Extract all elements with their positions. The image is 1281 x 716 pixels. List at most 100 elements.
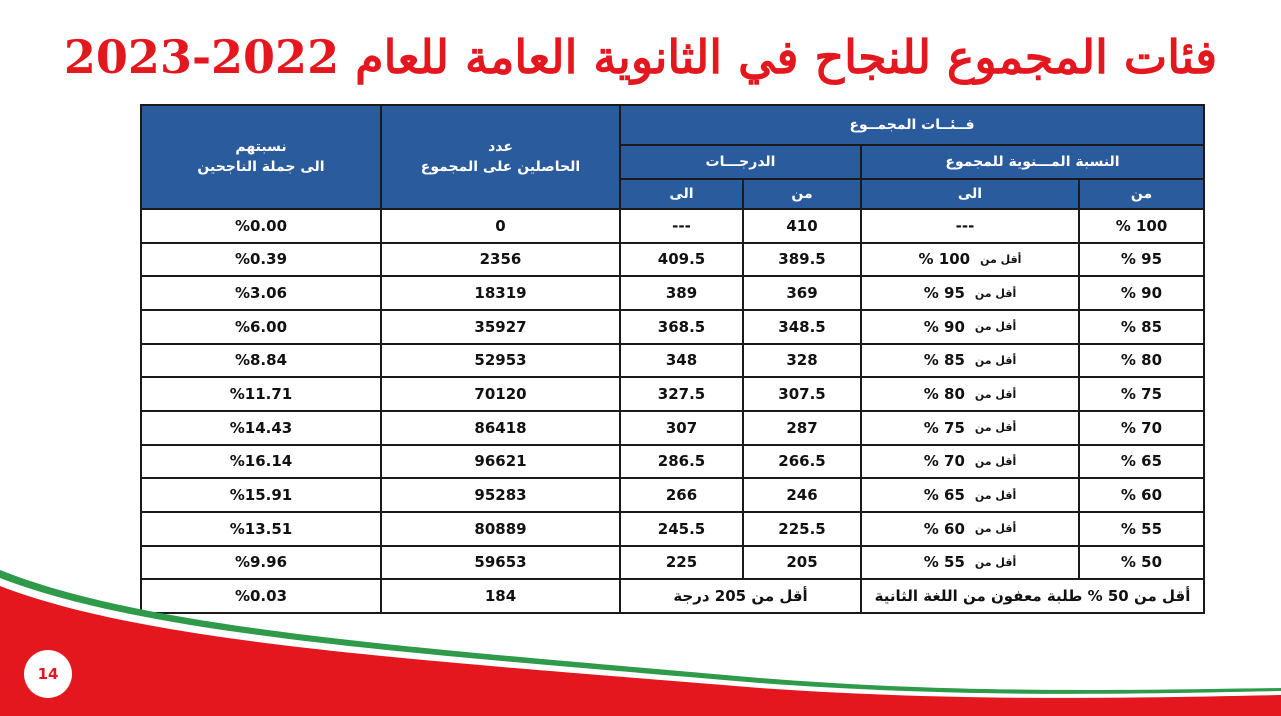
percent-to-cell: % 65 أقل من: [860, 477, 1080, 513]
percent-from-cell: % 50: [1078, 544, 1205, 581]
percent-to-qualifier: أقل من: [974, 522, 1017, 536]
percent-to-value: % 100: [918, 250, 971, 269]
percent-to-cell: % 80 أقل من: [860, 376, 1080, 412]
score-categories-table: نسبتهم الى جملة الناجحين عدد الحاصلين عل…: [140, 104, 1205, 614]
table-row: %15.91 95283 266 246 % 65 أقل من % 60: [140, 477, 1205, 513]
count-cell: 86418: [380, 409, 621, 446]
header-percent-from: من: [1078, 178, 1205, 210]
header-ratio-line2: الى جملة الناجحين: [197, 159, 325, 175]
header-ratio: نسبتهم الى جملة الناجحين: [140, 104, 382, 210]
score-from-cell: 369: [742, 275, 862, 311]
percent-to-cell: % 85 أقل من: [860, 342, 1080, 379]
count-cell: 96621: [380, 443, 621, 480]
score-to-cell: 225: [619, 544, 744, 581]
percent-to-value: % 90: [923, 317, 965, 336]
count-cell: 59653: [380, 544, 621, 581]
percent-from-cell: % 70: [1078, 409, 1205, 446]
ratio-cell: %15.91: [140, 477, 382, 513]
table-row: %16.14 96621 286.5 266.5 % 70 أقل من % 65: [140, 443, 1205, 480]
score-from-cell: 225.5: [742, 510, 862, 547]
header-percent-to: الى: [860, 178, 1080, 210]
ratio-cell: %0.39: [140, 241, 382, 278]
page-title: فئات المجموع للنجاح في الثانوية العامة ل…: [63, 30, 1218, 84]
header-ratio-line1: نسبتهم: [235, 139, 287, 155]
score-to-cell: 245.5: [619, 510, 744, 547]
ratio-cell: %0.03: [140, 578, 382, 614]
percent-to-cell: % 90 أقل من: [860, 308, 1080, 345]
percent-to-qualifier: أقل من: [974, 555, 1017, 569]
percent-to-value: % 70: [923, 452, 965, 471]
header-scores: الدرجـــات: [619, 144, 862, 180]
percent-from-cell: % 60: [1078, 477, 1205, 513]
score-to-cell: 307: [619, 409, 744, 446]
score-to-cell: 409.5: [619, 241, 744, 278]
score-to-cell: 286.5: [619, 443, 744, 480]
ratio-cell: %0.00: [140, 208, 382, 244]
percent-to-value: % 95: [923, 284, 965, 303]
score-to-cell: 348: [619, 342, 744, 379]
ratio-cell: %8.84: [140, 342, 382, 379]
percent-to-qualifier: أقل من: [974, 387, 1017, 401]
decorative-bottom-band: [0, 570, 1281, 716]
table-row: %6.00 35927 368.5 348.5 % 90 أقل من % 85: [140, 308, 1205, 345]
score-from-cell: 287: [742, 409, 862, 446]
header-percent: النسبة المـــنوية للمجموع: [860, 144, 1205, 180]
percent-to-value: % 75: [923, 418, 965, 437]
score-from-cell: 246: [742, 477, 862, 513]
score-from-cell: 410: [742, 208, 862, 244]
percent-to-cell: % 60 أقل من: [860, 510, 1080, 547]
ratio-cell: %9.96: [140, 544, 382, 581]
count-cell: 18319: [380, 275, 621, 311]
percent-to-qualifier: أقل من: [974, 454, 1017, 468]
percent-to-qualifier: أقل من: [974, 320, 1017, 334]
percent-to-cell: % 55 أقل من: [860, 544, 1080, 581]
ratio-cell: %13.51: [140, 510, 382, 547]
percent-note-cell: أقل من 50 % طلبة معفون من اللغة الثانية: [860, 578, 1205, 614]
percent-to-cell: % 70 أقل من: [860, 443, 1080, 480]
percent-to-cell: % 75 أقل من: [860, 409, 1080, 446]
header-count: عدد الحاصلين على المجموع: [380, 104, 621, 210]
header-categories: فــئــات المجمــوع: [619, 104, 1205, 146]
page-number: 14: [24, 650, 72, 698]
score-from-cell: 205: [742, 544, 862, 581]
score-from-cell: 348.5: [742, 308, 862, 345]
percent-from-cell: % 85: [1078, 308, 1205, 345]
table-body: %0.00 0 --- 410 ---% 100 %0.39 2356 409.5 389.5%…: [140, 208, 1205, 614]
percent-to-value: ---: [955, 216, 975, 235]
count-cell: 35927: [380, 308, 621, 345]
score-to-cell: 327.5: [619, 376, 744, 412]
percent-to-qualifier: أقل من: [974, 353, 1017, 367]
header-scores-from: من: [742, 178, 862, 210]
percent-to-value: % 85: [923, 351, 965, 370]
red-band: [0, 586, 1281, 716]
percent-to-cell: % 95 أقل من: [860, 275, 1080, 311]
score-from-cell: 389.5: [742, 241, 862, 278]
percent-to-qualifier: أقل من: [974, 421, 1017, 435]
count-cell: 2356: [380, 241, 621, 278]
table-row: %0.00 0 --- 410 ---% 100: [140, 208, 1205, 244]
percent-from-cell: % 80: [1078, 342, 1205, 379]
table-row: %11.71 70120 327.5 307.5 % 80 أقل من % 75: [140, 376, 1205, 412]
percent-from-cell: % 100: [1078, 208, 1205, 244]
header-count-line1: عدد: [488, 139, 513, 155]
percent-to-cell: ---: [860, 208, 1080, 244]
percent-from-cell: % 55: [1078, 510, 1205, 547]
table-header: نسبتهم الى جملة الناجحين عدد الحاصلين عل…: [140, 104, 1205, 210]
percent-to-qualifier: أقل من: [974, 286, 1017, 300]
table-row: %8.84 52953 348 328 % 85 أقل من % 80: [140, 342, 1205, 379]
ratio-cell: %14.43: [140, 409, 382, 446]
score-to-cell: 368.5: [619, 308, 744, 345]
header-scores-to: الى: [619, 178, 744, 210]
percent-to-value: % 55: [923, 553, 965, 572]
table-row-last: %0.03 184 أقل من 205 درجة أقل من 50 % طلبة …: [140, 578, 1205, 614]
table-row: %3.06 18319 389 369 % 95 أقل من % 90: [140, 275, 1205, 311]
ratio-cell: %3.06: [140, 275, 382, 311]
percent-from-cell: % 65: [1078, 443, 1205, 480]
score-from-cell: 266.5: [742, 443, 862, 480]
percent-from-cell: % 90: [1078, 275, 1205, 311]
ratio-cell: %6.00: [140, 308, 382, 345]
count-cell: 80889: [380, 510, 621, 547]
scores-note-cell: أقل من 205 درجة: [619, 578, 862, 614]
count-cell: 95283: [380, 477, 621, 513]
ratio-cell: %11.71: [140, 376, 382, 412]
